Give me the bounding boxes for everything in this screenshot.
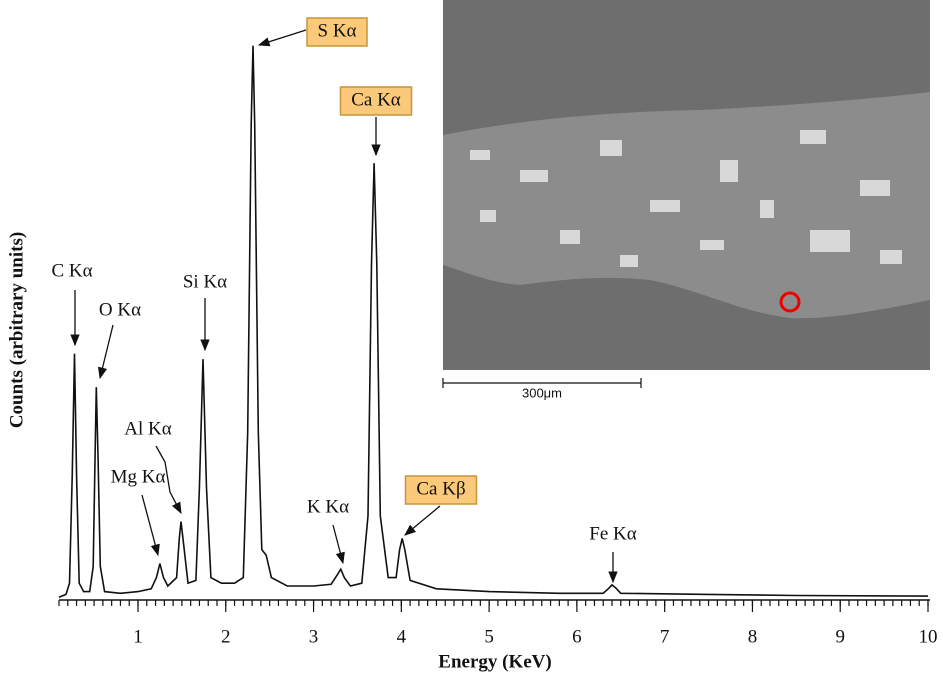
particles <box>470 130 902 267</box>
spectrum-line <box>58 45 929 598</box>
x-tick-label: 6 <box>572 626 582 647</box>
particle-layer <box>443 92 930 319</box>
annotation-label: C Kα <box>51 260 92 281</box>
annotation-label: Fe Kα <box>589 523 636 544</box>
analysis-spot <box>779 291 801 313</box>
annotation-label: Ca Kα <box>351 89 401 110</box>
sem-inset: 300μm <box>442 0 930 400</box>
y-axis-label: Counts (arbitrary units) <box>6 232 27 428</box>
annotation-arrow <box>97 324 114 380</box>
x-tick-label: 2 <box>221 626 231 647</box>
annotation-label: K Kα <box>307 496 349 517</box>
label-box <box>339 86 413 116</box>
annotation-arrow <box>257 29 307 47</box>
x-tick-label: 10 <box>919 626 938 647</box>
x-tick-label: 8 <box>748 626 758 647</box>
scale-bar-label: 300μm <box>522 385 562 400</box>
x-tick-label: 5 <box>484 626 494 647</box>
x-tick-label: 9 <box>835 626 845 647</box>
x-axis-label: Energy (KeV) <box>438 651 551 672</box>
annotation-label: Ca Kβ <box>416 478 465 499</box>
annotation-label: S Kα <box>318 20 357 41</box>
label-box <box>306 17 368 47</box>
annotation-label: Al Kα <box>124 418 171 439</box>
annotation-label: Mg Kα <box>111 466 166 487</box>
annotation-arrow <box>404 505 441 536</box>
x-tick-label: 3 <box>309 626 319 647</box>
annotation-arrow <box>332 524 345 565</box>
x-tick-label: 4 <box>397 626 407 647</box>
annotation-label: Si Kα <box>183 271 227 292</box>
annotation-label: O Kα <box>99 299 141 320</box>
annotation-arrow <box>155 445 182 515</box>
x-tick-label: 1 <box>133 626 143 647</box>
annotation-arrow <box>141 494 160 557</box>
label-box <box>404 475 478 505</box>
x-tick-label: 7 <box>660 626 670 647</box>
